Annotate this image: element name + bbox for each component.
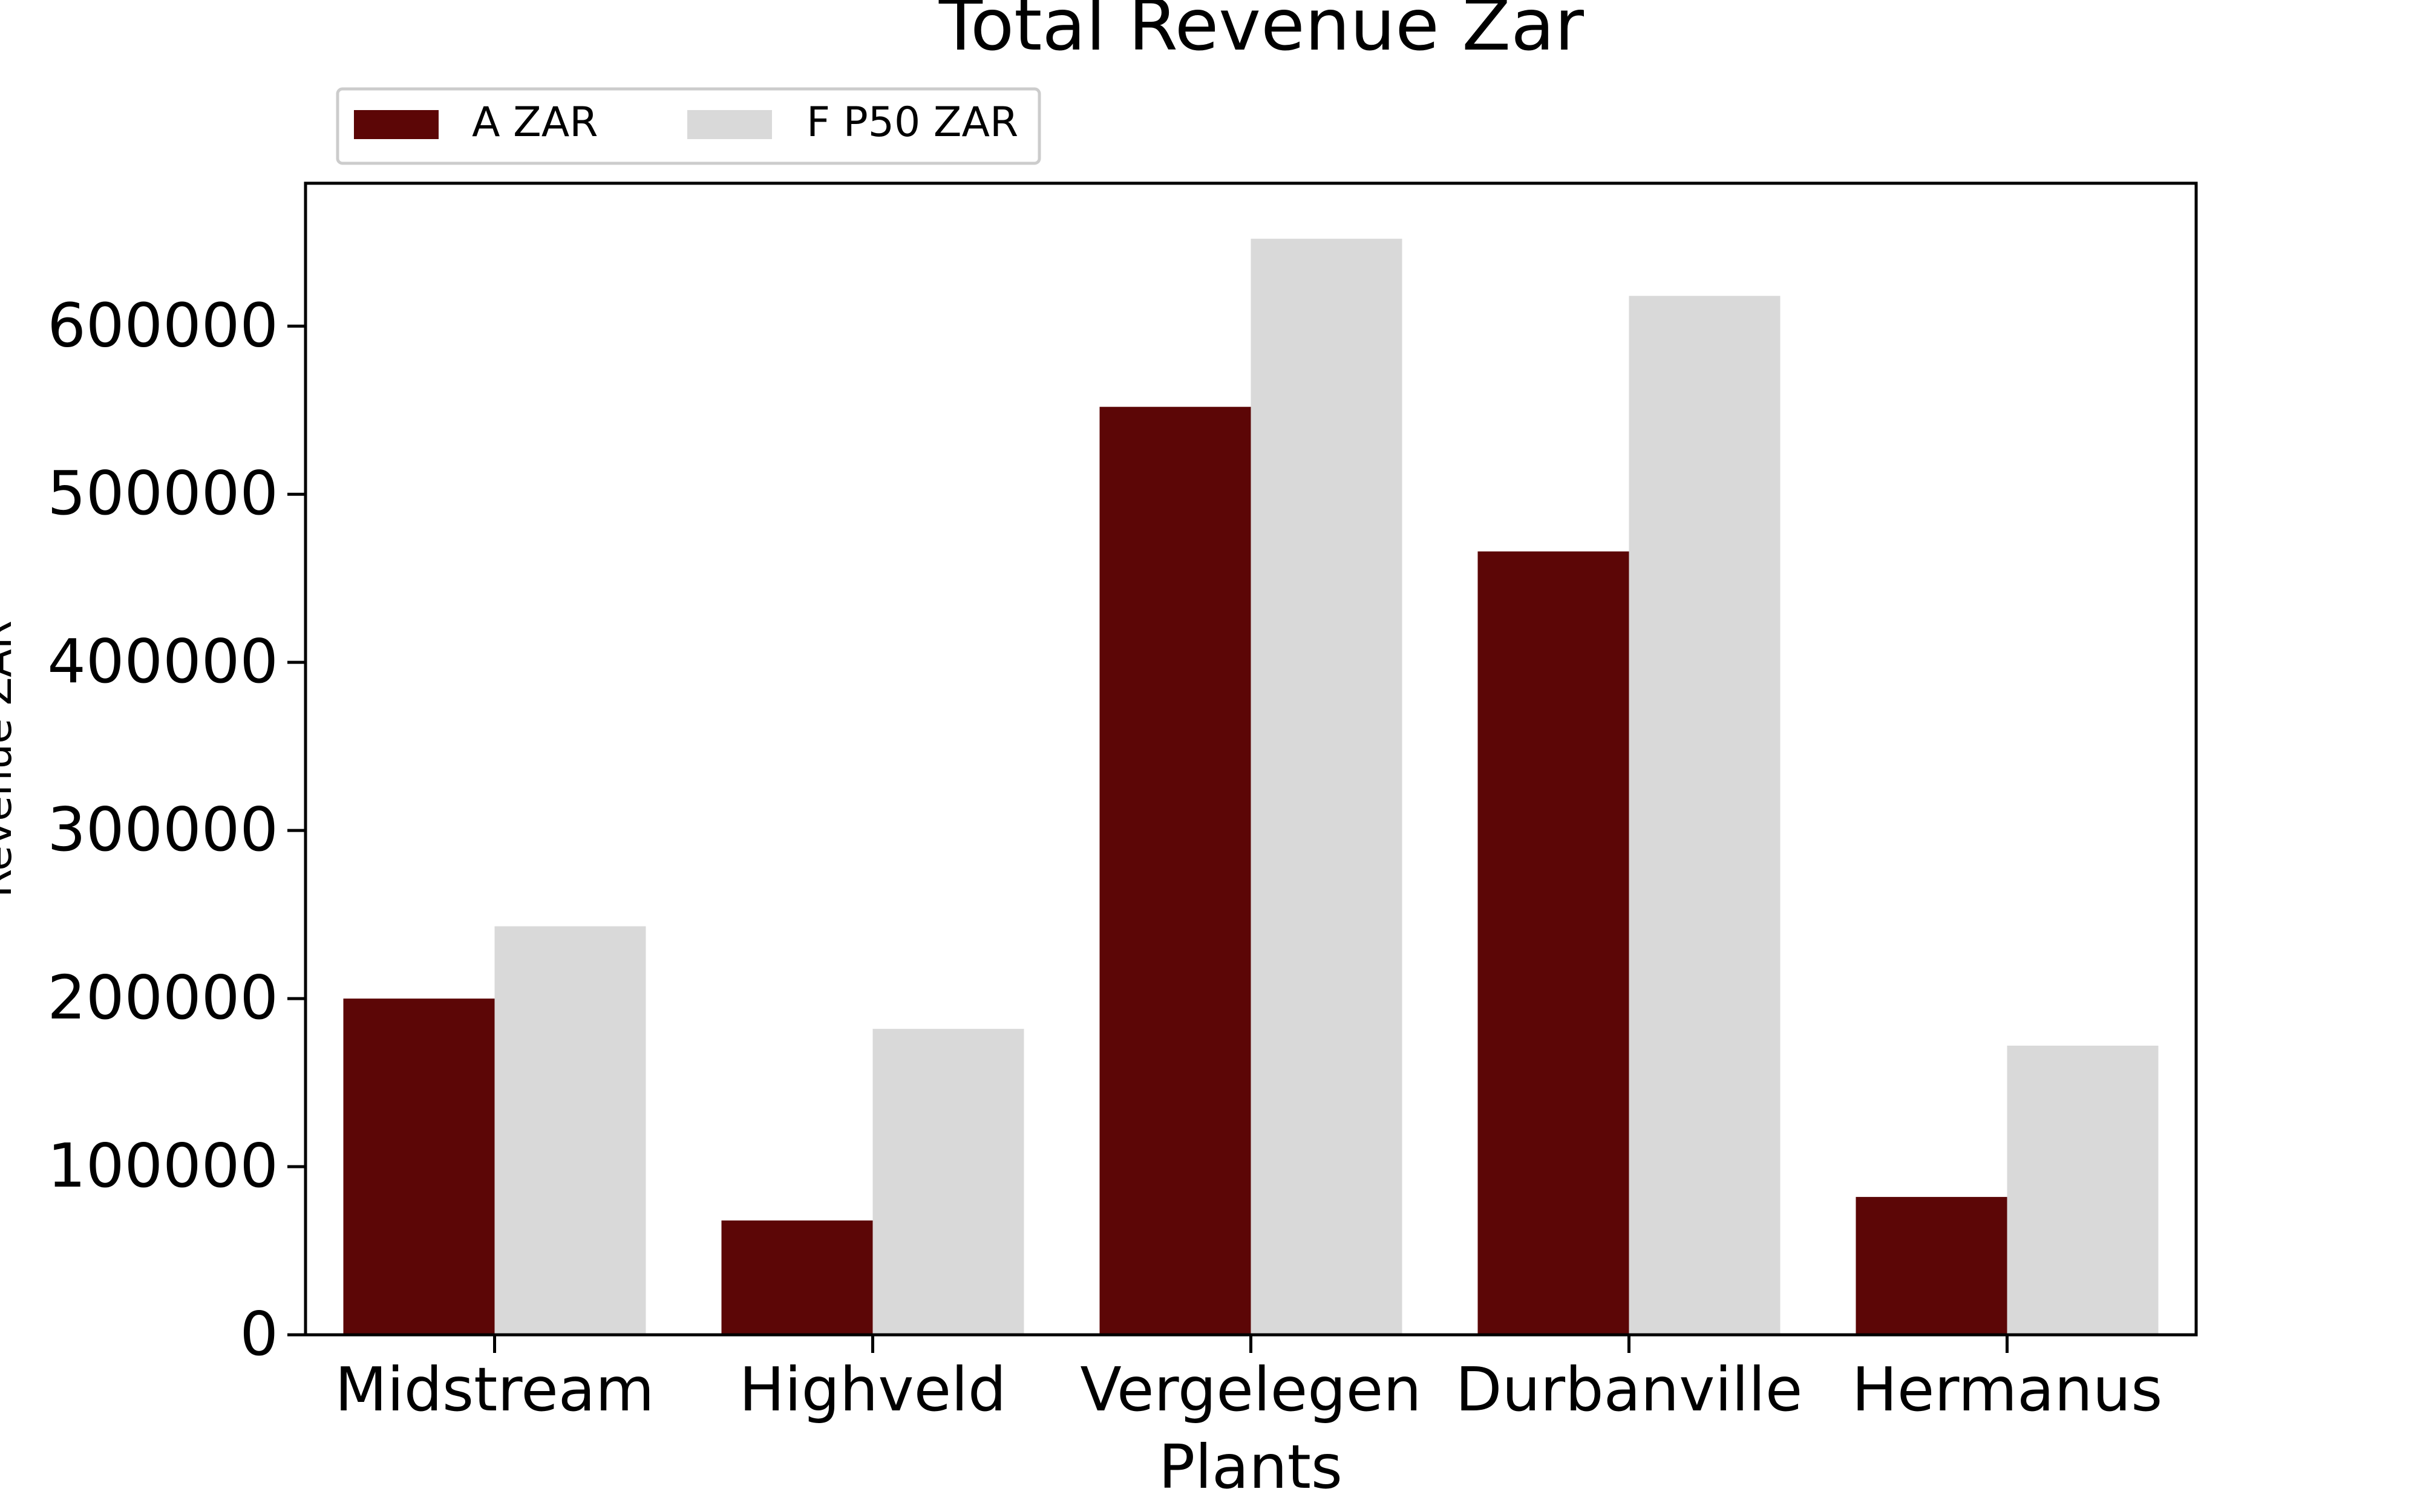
x-axis: Midstream Highveld Vergelegen Durbanville He… bbox=[335, 1335, 2163, 1425]
x-axis-label: Plants bbox=[1159, 1432, 1342, 1502]
y-tick-label: 600000 bbox=[47, 290, 278, 360]
bar-midstream-f-p50-zar bbox=[494, 926, 646, 1335]
legend: A ZAR F P50 ZAR bbox=[336, 87, 1041, 165]
y-tick-label: 0 bbox=[240, 1299, 278, 1369]
bar-durbanville-f-p50-zar bbox=[1629, 296, 1781, 1335]
bar-durbanville-a-zar bbox=[1477, 551, 1629, 1335]
bar-highveld-a-zar bbox=[721, 1220, 873, 1335]
y-tick-label: 100000 bbox=[47, 1130, 278, 1201]
bar-hermanus-a-zar bbox=[1856, 1197, 2007, 1335]
bar-midstream-a-zar bbox=[343, 999, 495, 1335]
y-tick-label: 400000 bbox=[47, 626, 278, 697]
chart-title: Total Revenue Zar bbox=[938, 0, 1584, 67]
y-tick-label: 200000 bbox=[47, 962, 278, 1033]
x-tick-label-vergelegen: Vergelegen bbox=[1080, 1354, 1421, 1425]
bars bbox=[343, 238, 2159, 1335]
legend-swatch-a-zar bbox=[354, 110, 439, 139]
y-axis-label: Revenue ZAR bbox=[0, 621, 21, 898]
y-axis: 0 100000 200000 300000 400000 500000 600000 bbox=[47, 290, 306, 1369]
bar-hermanus-f-p50-zar bbox=[2007, 1045, 2159, 1335]
y-tick-label: 300000 bbox=[47, 794, 278, 865]
legend-swatch-f-p50-zar bbox=[687, 110, 772, 139]
x-tick-label-durbanville: Durbanville bbox=[1456, 1354, 1803, 1425]
bar-vergelegen-f-p50-zar bbox=[1251, 238, 1402, 1335]
legend-label-f-p50-zar: F P50 ZAR bbox=[806, 99, 1018, 146]
x-tick-label-midstream: Midstream bbox=[335, 1354, 655, 1425]
x-tick-label-highveld: Highveld bbox=[739, 1354, 1007, 1425]
bar-highveld-f-p50-zar bbox=[872, 1029, 1024, 1335]
bar-vergelegen-a-zar bbox=[1099, 406, 1251, 1335]
legend-label-a-zar: A ZAR bbox=[472, 99, 598, 146]
y-tick-label: 500000 bbox=[47, 458, 278, 529]
x-tick-label-hermanus: Hermanus bbox=[1852, 1354, 2163, 1425]
